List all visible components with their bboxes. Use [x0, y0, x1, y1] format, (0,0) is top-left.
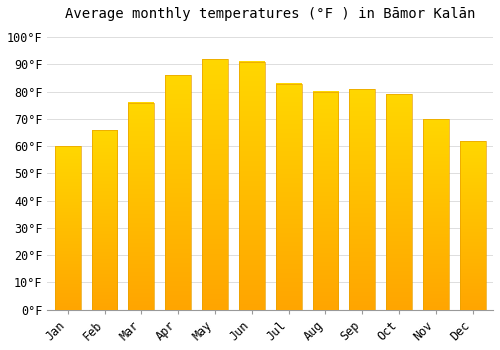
Bar: [312, 92, 338, 310]
Bar: [128, 103, 154, 310]
Bar: [55, 146, 80, 310]
Bar: [92, 130, 118, 310]
Bar: [460, 141, 485, 310]
Title: Average monthly temperatures (°F ) in Bāmor Kalān: Average monthly temperatures (°F ) in Bā…: [65, 7, 476, 21]
Bar: [350, 89, 375, 310]
Bar: [423, 119, 449, 310]
Bar: [202, 59, 228, 310]
Bar: [386, 94, 412, 310]
Bar: [239, 62, 264, 310]
Bar: [166, 75, 191, 310]
Bar: [276, 84, 301, 310]
